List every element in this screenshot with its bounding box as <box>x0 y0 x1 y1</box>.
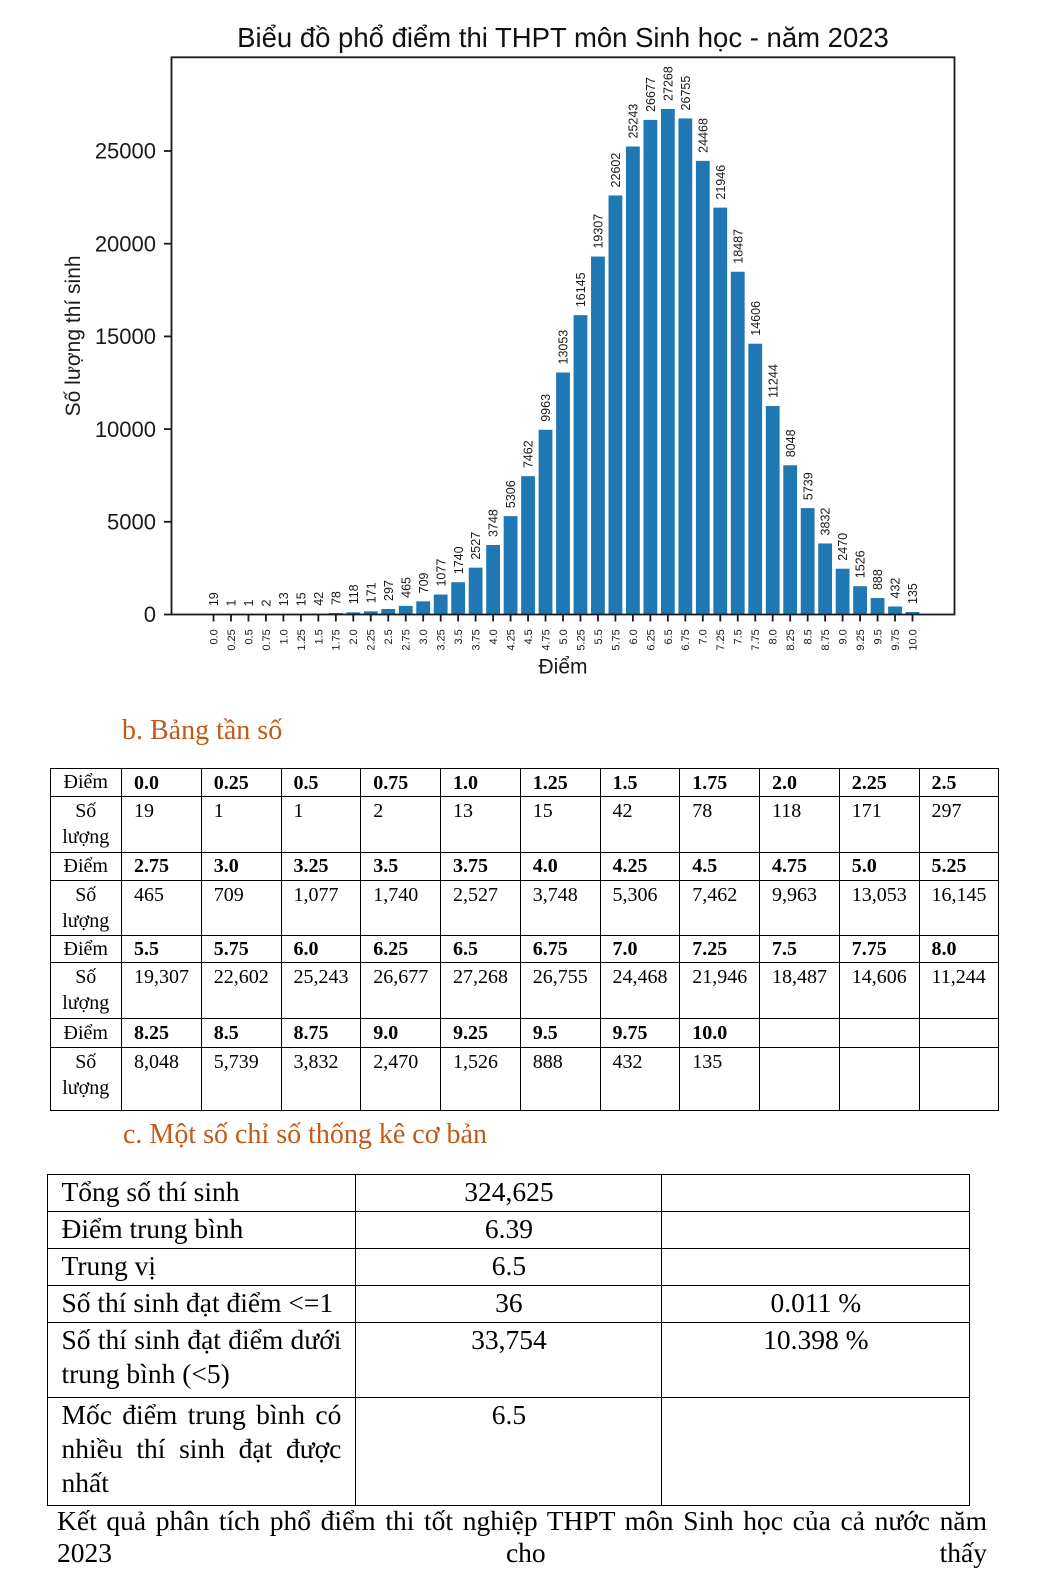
svg-text:135: 135 <box>906 583 920 604</box>
svg-text:2470: 2470 <box>836 533 850 561</box>
svg-text:1.75: 1.75 <box>331 629 343 650</box>
svg-text:0.5: 0.5 <box>243 629 255 644</box>
svg-text:2.0: 2.0 <box>348 629 360 644</box>
svg-text:4.0: 4.0 <box>488 629 500 644</box>
svg-text:5739: 5739 <box>801 472 815 500</box>
svg-text:26755: 26755 <box>679 76 693 111</box>
svg-text:1077: 1077 <box>434 559 448 587</box>
svg-text:3748: 3748 <box>487 509 501 537</box>
svg-text:8048: 8048 <box>784 429 798 457</box>
svg-text:42: 42 <box>312 592 326 606</box>
svg-text:1: 1 <box>225 599 239 606</box>
svg-text:1.0: 1.0 <box>278 629 290 644</box>
svg-text:26677: 26677 <box>644 77 658 112</box>
svg-text:118: 118 <box>347 584 361 604</box>
svg-text:19: 19 <box>207 592 221 606</box>
svg-text:6.0: 6.0 <box>628 629 640 644</box>
svg-text:16145: 16145 <box>574 272 588 307</box>
svg-text:7.75: 7.75 <box>750 629 762 650</box>
svg-text:0.0: 0.0 <box>208 629 220 644</box>
svg-text:465: 465 <box>399 577 413 598</box>
svg-text:297: 297 <box>382 580 396 601</box>
svg-text:11244: 11244 <box>766 364 780 398</box>
svg-text:1740: 1740 <box>452 546 466 574</box>
svg-text:2: 2 <box>260 599 274 606</box>
svg-text:78: 78 <box>329 591 343 605</box>
svg-text:9.5: 9.5 <box>872 629 884 644</box>
svg-text:10000: 10000 <box>95 417 156 442</box>
svg-text:709: 709 <box>417 572 431 593</box>
svg-text:9.75: 9.75 <box>890 629 902 650</box>
svg-text:4.75: 4.75 <box>540 629 552 650</box>
svg-text:1: 1 <box>242 599 256 606</box>
svg-text:5306: 5306 <box>504 480 518 508</box>
svg-text:6.5: 6.5 <box>663 629 675 644</box>
svg-text:171: 171 <box>364 582 378 603</box>
svg-text:9.0: 9.0 <box>838 629 850 644</box>
svg-text:3.0: 3.0 <box>418 629 430 644</box>
svg-text:4.25: 4.25 <box>505 629 517 650</box>
svg-text:2527: 2527 <box>469 532 483 560</box>
svg-text:8.5: 8.5 <box>803 629 815 644</box>
svg-text:Điểm: Điểm <box>538 656 587 679</box>
svg-text:432: 432 <box>889 578 903 599</box>
svg-text:3832: 3832 <box>819 508 833 536</box>
svg-text:13053: 13053 <box>557 330 571 365</box>
svg-text:7.25: 7.25 <box>715 629 727 650</box>
svg-text:6.75: 6.75 <box>680 629 692 650</box>
svg-text:888: 888 <box>871 569 885 590</box>
svg-text:3.5: 3.5 <box>453 629 465 644</box>
svg-text:15: 15 <box>294 592 308 606</box>
svg-text:0: 0 <box>144 602 156 627</box>
svg-text:1.5: 1.5 <box>313 629 325 644</box>
svg-text:5.5: 5.5 <box>593 629 605 644</box>
svg-text:15000: 15000 <box>95 324 156 349</box>
svg-text:21946: 21946 <box>714 165 728 200</box>
svg-text:3.75: 3.75 <box>471 629 483 650</box>
svg-text:5.25: 5.25 <box>575 629 587 650</box>
svg-text:2.25: 2.25 <box>366 629 378 650</box>
svg-text:25243: 25243 <box>627 104 641 139</box>
svg-text:6.25: 6.25 <box>645 629 657 650</box>
svg-text:5000: 5000 <box>107 510 156 535</box>
svg-text:0.25: 0.25 <box>226 629 238 650</box>
svg-text:4.5: 4.5 <box>523 629 535 644</box>
svg-text:14606: 14606 <box>749 301 763 336</box>
svg-text:25000: 25000 <box>95 139 156 164</box>
svg-text:7462: 7462 <box>522 440 536 468</box>
svg-text:13: 13 <box>277 592 291 606</box>
svg-text:22602: 22602 <box>609 153 623 188</box>
svg-text:5.0: 5.0 <box>558 629 570 644</box>
svg-text:19307: 19307 <box>592 214 606 249</box>
svg-text:Biểu đồ phổ điểm thi THPT môn: Biểu đồ phổ điểm thi THPT môn Sinh học -… <box>237 22 889 53</box>
svg-text:27268: 27268 <box>661 66 675 101</box>
svg-text:8.25: 8.25 <box>785 629 797 650</box>
svg-text:8.0: 8.0 <box>768 629 780 644</box>
svg-text:5.75: 5.75 <box>610 629 622 650</box>
svg-text:0.75: 0.75 <box>261 629 273 650</box>
svg-text:1.25: 1.25 <box>296 629 308 650</box>
svg-text:1526: 1526 <box>854 550 868 578</box>
svg-text:2.5: 2.5 <box>383 629 395 644</box>
svg-text:9.25: 9.25 <box>855 629 867 650</box>
svg-text:9963: 9963 <box>539 394 553 422</box>
svg-text:7.5: 7.5 <box>733 629 745 644</box>
svg-text:2.75: 2.75 <box>401 629 413 650</box>
svg-text:24468: 24468 <box>696 118 710 153</box>
svg-text:7.0: 7.0 <box>698 629 710 644</box>
svg-text:10.0: 10.0 <box>907 629 919 650</box>
svg-text:18487: 18487 <box>731 229 745 264</box>
svg-text:3.25: 3.25 <box>436 629 448 650</box>
svg-text:20000: 20000 <box>95 231 156 256</box>
svg-text:Số lượng thí sinh: Số lượng thí sinh <box>62 255 85 416</box>
svg-text:8.75: 8.75 <box>820 629 832 650</box>
